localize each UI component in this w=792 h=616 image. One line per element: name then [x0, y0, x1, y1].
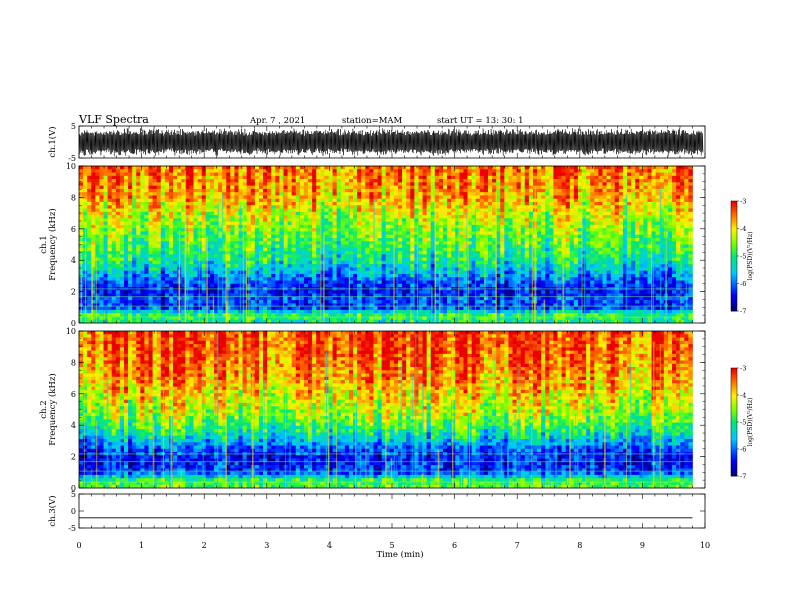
colorbar-tick-label: -3: [740, 365, 746, 373]
x-tick-label: 7: [515, 541, 520, 550]
ch3-waveform-ylabel: ch.3(V): [47, 495, 58, 526]
colorbar-tick-label: -5: [740, 253, 746, 261]
ch1-waveform-y-tick-label: 5: [71, 122, 76, 131]
x-tick-label: 2: [202, 541, 207, 550]
x-tick-label: 1: [139, 541, 144, 550]
station-label: station=MAM: [342, 116, 403, 126]
x-tick-label: 5: [389, 541, 394, 550]
colorbar-tick-label: -4: [740, 392, 746, 400]
x-tick-label: 0: [76, 541, 81, 550]
ch3-waveform-y-tick-label: 5: [71, 490, 76, 499]
colorbar-tick-label: -6: [740, 446, 746, 454]
ch1-spectrogram-image: [79, 166, 693, 323]
x-tick-label: 6: [452, 541, 457, 550]
ch1-spectrogram-y-tick-label: 4: [71, 256, 76, 265]
colorbar-tick-label: -7: [740, 308, 746, 316]
ch2-colorbar: -3 -4 -5 -6 -7 log(PSD)(V²/Hz): [731, 365, 754, 481]
ch3-waveform-frame: [79, 494, 705, 528]
ch1-waveform-ylabel: ch.1(V): [47, 126, 58, 157]
ch1-spectrogram-y-tick-label: 6: [71, 225, 76, 234]
figure-title: VLF Spectra: [78, 113, 149, 126]
ch1-spectrogram-y-tick-label: 2: [71, 288, 76, 297]
colorbar-label: log(PSD)(V²/Hz): [747, 232, 754, 281]
ch1-colorbar: -3 -4 -5 -6 -7 log(PSD)(V²/Hz): [731, 198, 754, 316]
ch2-spectrogram-y-tick-label: 4: [71, 421, 76, 430]
colorbar-tick-label: -3: [740, 198, 746, 206]
ch1-waveform-panel: [79, 128, 703, 156]
x-tick-label: 9: [640, 541, 645, 550]
x-tick-label: 4: [327, 541, 332, 550]
x-tick-label: 10: [700, 541, 710, 550]
start-time-label: start UT = 13: 30: 1: [437, 116, 524, 126]
ch3-waveform-y-tick-label: 0: [71, 507, 76, 516]
x-tick-label: 8: [577, 541, 582, 550]
colorbar-tick-label: -7: [740, 473, 746, 481]
ch2-spectrogram-y-tick-label: 6: [71, 390, 76, 399]
ch2-spectrogram-y-tick-label: 10: [66, 327, 76, 336]
ch1-spectrogram-y-tick-label: 10: [66, 162, 76, 171]
ch1-waveform-line: [79, 128, 703, 156]
x-axis-label: Time (min): [376, 549, 423, 560]
colorbar-tick-label: -5: [740, 419, 746, 427]
date-label: Apr. 7 , 2021: [249, 116, 305, 126]
ch1-spectrogram-y-tick-label: 8: [71, 193, 76, 202]
ch2-spectrogram-panel: [79, 331, 693, 488]
ch2-spectrogram-image: [79, 331, 693, 488]
ch2-spectrogram-y-tick-label: 8: [71, 358, 76, 367]
ch1-spectrogram-ylabel: Frequency (kHz): [47, 208, 58, 280]
colorbar-tick-label: -6: [740, 280, 746, 288]
ch2-spectrogram-ylabel: Frequency (kHz): [47, 373, 58, 445]
ch3-waveform-y-tick-label: -5: [68, 524, 76, 533]
ch1-spectrogram-panel: [79, 166, 693, 323]
x-tick-label: 3: [264, 541, 269, 550]
colorbar-tick-label: -4: [740, 225, 746, 233]
ch2-spectrogram-y-tick-label: 2: [71, 453, 76, 462]
colorbar-label: log(PSD)(V²/Hz): [747, 398, 754, 447]
